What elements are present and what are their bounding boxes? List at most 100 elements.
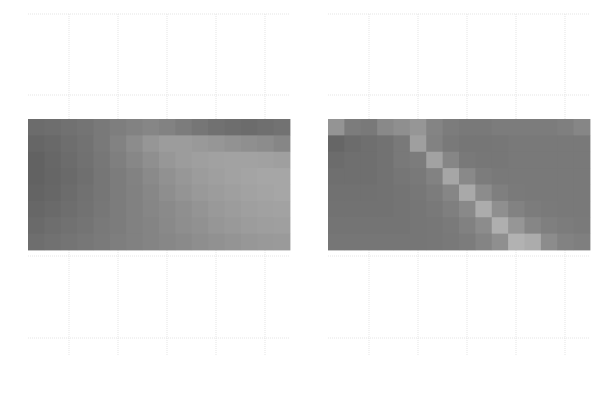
heatmap-cell [328, 184, 345, 202]
heatmap-cell [208, 217, 225, 235]
heatmap-cell [377, 119, 394, 136]
heatmap-cell [573, 135, 591, 153]
heatmap-cell [240, 233, 258, 251]
heatmap-cell [126, 168, 144, 185]
heatmap-cell [442, 200, 460, 218]
heatmap-cell [126, 217, 144, 235]
heatmap-cell [109, 217, 127, 235]
heatmap-cell [77, 217, 94, 235]
heatmap-cell [240, 184, 258, 202]
heatmap-panel-right [328, 13, 591, 356]
heatmap-cell [426, 135, 444, 153]
heatmap-cell [573, 119, 591, 136]
heatmap-cell [109, 135, 127, 153]
heatmap-cell [273, 217, 291, 235]
heatmap-cell [159, 168, 176, 185]
heatmap-cell [508, 217, 525, 235]
heatmap-cell [475, 168, 493, 185]
heatmap-cell [557, 217, 575, 235]
heatmap-cell [409, 217, 427, 235]
heatmap-cell [109, 233, 127, 251]
heatmap-cell [142, 184, 160, 202]
heatmap-cell [44, 168, 62, 185]
heatmap-cell [224, 200, 242, 218]
heatmap-cell [240, 151, 258, 169]
heatmap-cell [328, 168, 345, 185]
heatmap-cell [77, 151, 94, 169]
heatmap-cell [491, 184, 509, 202]
heatmap-cell [426, 168, 444, 185]
heatmap-cell [393, 233, 411, 251]
heatmap-cell [491, 217, 509, 235]
heatmap-cell [159, 200, 176, 218]
heatmap-cell [126, 135, 144, 153]
heatmap-cell [77, 233, 94, 251]
heatmap-cell [328, 200, 345, 218]
heatmap-cell [273, 119, 291, 136]
heatmap-cell [44, 217, 62, 235]
heatmap-cell [60, 200, 78, 218]
heatmap-cell [475, 151, 493, 169]
heatmap-cell [540, 217, 558, 235]
heatmap-cell [175, 233, 193, 251]
heatmap-cell [60, 135, 78, 153]
heatmap-cell [344, 151, 362, 169]
heatmap-cell [175, 184, 193, 202]
heatmap-cell [344, 200, 362, 218]
heatmap-cell [191, 184, 209, 202]
heatmap-cell [459, 135, 476, 153]
heatmap-cell [191, 233, 209, 251]
heatmap-cell [524, 217, 542, 235]
heatmap-cell [442, 184, 460, 202]
heatmap-cell [540, 200, 558, 218]
heatmap-cell [524, 151, 542, 169]
heatmap-cell [328, 151, 345, 169]
heatmap-cell [77, 184, 94, 202]
heatmap-cell [459, 217, 476, 235]
heatmap-cell [208, 200, 225, 218]
heatmap-cell [175, 151, 193, 169]
heatmap-cell [240, 135, 258, 153]
heatmap-cell [44, 151, 62, 169]
heatmap-cell [109, 119, 127, 136]
heatmap-cell [60, 217, 78, 235]
heatmap-cell [377, 217, 394, 235]
heatmap-cell [240, 217, 258, 235]
heatmap-cell [175, 119, 193, 136]
heatmap-cell [142, 217, 160, 235]
heatmap-cell [524, 200, 542, 218]
heatmap-cell [77, 168, 94, 185]
heatmap-cell [377, 151, 394, 169]
heatmap-cell [426, 151, 444, 169]
heatmap-cell [508, 135, 525, 153]
heatmap-cell [360, 168, 378, 185]
heatmap-cell [240, 200, 258, 218]
heatmap-cell [142, 233, 160, 251]
heatmap-cell [77, 119, 94, 136]
heatmap-cell [257, 217, 275, 235]
heatmap-cell [409, 233, 427, 251]
heatmap-cell [475, 119, 493, 136]
heatmap-cell [508, 184, 525, 202]
heatmap-cell [93, 119, 111, 136]
heatmap-cell [344, 119, 362, 136]
heatmap-cell [557, 233, 575, 251]
heatmap-cell [208, 119, 225, 136]
heatmap-cell [208, 151, 225, 169]
heatmap-cell [257, 151, 275, 169]
heatmap-cell [360, 200, 378, 218]
heatmap-cell [557, 200, 575, 218]
heatmap-cell [524, 135, 542, 153]
heatmap-cell [159, 119, 176, 136]
heatmap-cell [273, 135, 291, 153]
heatmap-cell [44, 135, 62, 153]
heatmap-cell [442, 119, 460, 136]
heatmap-cell [360, 151, 378, 169]
heatmap-cell [126, 151, 144, 169]
heatmap-cell [377, 168, 394, 185]
heatmap-cell [328, 217, 345, 235]
heatmap-cell [208, 168, 225, 185]
heatmap-cell [109, 168, 127, 185]
heatmap-cell [508, 233, 525, 251]
